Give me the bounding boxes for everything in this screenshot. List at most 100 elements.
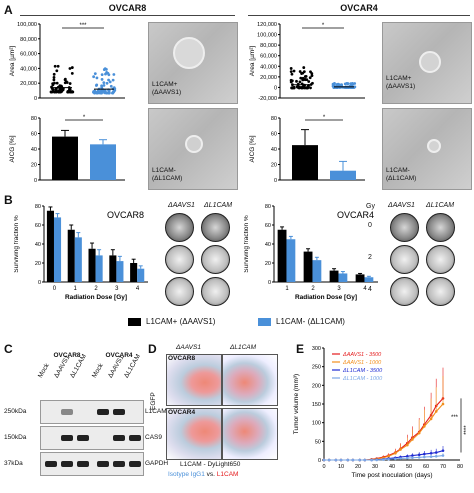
scatter-point <box>300 72 303 75</box>
y-axis-label: Tumor volume (mm³) <box>293 374 300 434</box>
data-point <box>387 457 390 461</box>
bar <box>312 260 322 282</box>
dish <box>426 245 455 274</box>
legend-label: ΔL1CAM - 3500 <box>342 368 383 374</box>
band <box>77 461 89 467</box>
y-tick-label: 40,000 <box>20 66 37 72</box>
header-ovcar8: OVCAR8 <box>108 3 147 13</box>
data-point <box>334 458 338 462</box>
scatter-point <box>111 78 115 82</box>
band <box>45 461 57 467</box>
flow-plot <box>222 354 278 406</box>
panel-label-b: B <box>4 193 13 207</box>
scatter-point <box>109 84 113 88</box>
data-point <box>375 458 378 462</box>
scatter-point <box>345 81 349 85</box>
scatter-point <box>107 91 110 95</box>
y-tick-label: 80 <box>35 204 41 210</box>
scatter-point <box>71 90 75 94</box>
band <box>61 435 73 441</box>
chart-survival-ovcar8: 0 20 40 60 80 Surviving fraction % 0 1 2 3 4 Radiat… <box>14 204 148 301</box>
scatter-point <box>55 81 59 85</box>
y-tick-label: 60 <box>265 223 271 229</box>
scatter-point <box>302 66 306 69</box>
y-tick-label: 0 <box>274 178 277 184</box>
data-point <box>417 456 421 459</box>
y-axis-label: Area [µm²] <box>9 46 16 77</box>
y-tick-label: 0 <box>274 85 277 91</box>
y-tick-label: 150 <box>312 402 321 408</box>
y-tick-label: 0 <box>318 458 321 464</box>
x-tick-label: 0 <box>322 464 325 470</box>
bar <box>109 255 117 282</box>
y-tick-label: 100,000 <box>17 22 37 28</box>
x-tick-label: 3 <box>337 286 341 292</box>
mw-marker: 150kDa <box>4 434 27 441</box>
data-point <box>434 451 438 454</box>
x-tick-label: 30 <box>372 464 378 470</box>
scatter-point <box>102 81 106 85</box>
x-tick-label: 1 <box>285 286 289 292</box>
scatter-point <box>100 73 104 76</box>
scatter-point <box>299 76 303 80</box>
dish <box>390 277 419 306</box>
y-axis-label: Surviving fraction % <box>14 215 20 273</box>
y-tick-label: 60 <box>31 132 37 138</box>
scatter-point <box>68 82 72 85</box>
scatter-point <box>105 68 108 71</box>
scatter-point <box>104 91 108 94</box>
band <box>61 409 73 415</box>
scatter-point <box>307 80 311 83</box>
data-point <box>394 451 397 455</box>
band <box>129 461 141 467</box>
scatter-point <box>51 83 55 87</box>
bar <box>303 251 313 282</box>
y-tick-label: 60,000 <box>20 52 37 58</box>
dish <box>201 245 230 274</box>
bar <box>52 136 78 180</box>
scatter-point <box>58 87 62 91</box>
scatter-point <box>95 83 99 87</box>
chart-title: OVCAR8 <box>107 210 144 220</box>
data-point <box>441 449 445 452</box>
scatter-point <box>52 72 56 76</box>
flow-x-axis-label: L1CAM - DyLight650 <box>180 461 241 468</box>
flow-vs: vs. <box>204 471 217 478</box>
x-axis-label: Time post inoculation (days) <box>351 472 432 479</box>
scatter-point <box>70 71 74 75</box>
dish <box>201 277 230 306</box>
data-point <box>417 453 421 457</box>
data-point <box>351 458 355 462</box>
scatter-point <box>56 64 60 68</box>
significance-label: *** <box>451 415 459 421</box>
scatter-point <box>68 67 72 70</box>
bar <box>116 261 124 282</box>
x-tick-label: 2 <box>311 286 315 292</box>
legend-label-l1cam-pos: L1CAM+ (ΔAAVS1) <box>146 317 216 326</box>
dish <box>426 213 455 242</box>
spheroid <box>419 51 441 73</box>
y-tick-label: 20 <box>35 261 41 267</box>
bar <box>277 229 287 282</box>
bar <box>137 268 145 282</box>
scatter-point <box>60 90 64 93</box>
scatter-point <box>53 64 57 68</box>
scatter-point <box>51 88 55 92</box>
scatter-point <box>100 85 104 89</box>
scatter-point <box>289 78 293 82</box>
scatter-point <box>107 78 110 82</box>
chart-area-ovcar8: 0 20,000 40,000 60,000 80,000 100,000 Area [µm… <box>9 22 125 102</box>
scatter-point <box>351 83 355 86</box>
scatter-point <box>289 67 293 70</box>
y-tick-label: 100 <box>312 421 321 427</box>
spheroid <box>173 37 205 69</box>
y-tick-label: 0 <box>268 280 271 286</box>
data-point <box>429 451 433 455</box>
y-tick-label: 200 <box>312 383 321 389</box>
data-point <box>441 402 445 406</box>
scatter-point <box>49 90 53 94</box>
scatter-point <box>308 76 312 80</box>
data-point <box>429 417 433 421</box>
dish <box>390 213 419 242</box>
scatter-point <box>108 80 112 84</box>
